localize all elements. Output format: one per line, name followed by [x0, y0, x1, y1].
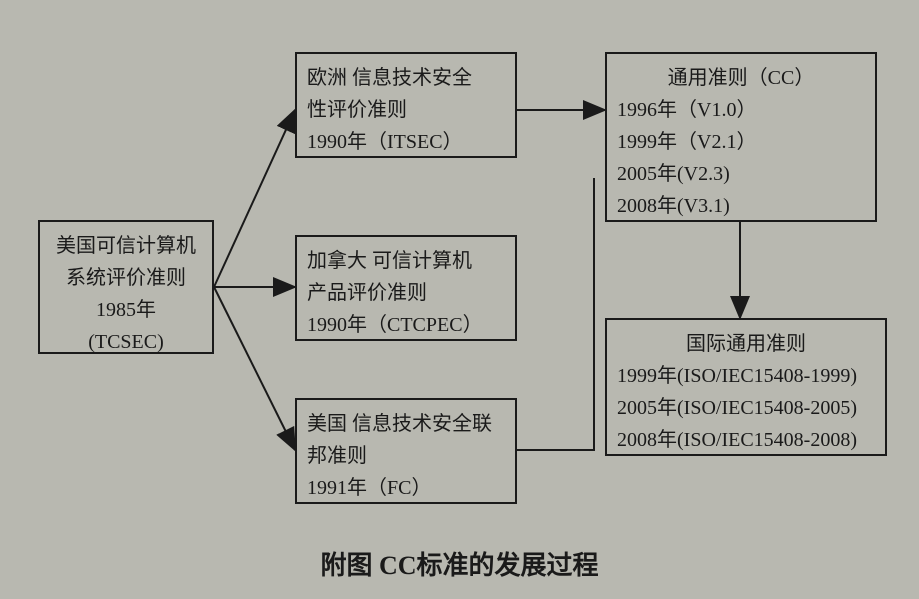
node-cc-line: 1996年（V1.0）: [617, 94, 865, 126]
node-itsec-line: 1990年（ITSEC）: [307, 126, 505, 158]
node-tcsec-line: (TCSEC): [50, 326, 202, 358]
node-tcsec: 美国可信计算机系统评价准则1985年(TCSEC): [38, 220, 214, 354]
node-cc-line: 2008年(V3.1): [617, 190, 865, 222]
node-fc: 美国 信息技术安全联邦准则1991年（FC）: [295, 398, 517, 504]
node-fc-line: 1991年（FC）: [307, 472, 505, 504]
node-cc: 通用准则（CC）1996年（V1.0）1999年（V2.1）2005年(V2.3…: [605, 52, 877, 222]
node-itsec: 欧洲 信息技术安全性评价准则1990年（ITSEC）: [295, 52, 517, 158]
node-ctcpec-line: 加拿大 可信计算机: [307, 245, 505, 277]
node-tcsec-line: 美国可信计算机: [50, 230, 202, 262]
node-tcsec-line: 1985年: [50, 294, 202, 326]
node-tcsec-line: 系统评价准则: [50, 262, 202, 294]
node-cc-line: 2005年(V2.3): [617, 158, 865, 190]
node-ctcpec-line: 1990年（CTCPEC）: [307, 309, 505, 341]
node-iso-line: 国际通用准则: [617, 328, 875, 360]
edge-4: [517, 178, 594, 450]
edge-0: [214, 110, 295, 287]
node-cc-line: 1999年（V2.1）: [617, 126, 865, 158]
node-fc-line: 美国 信息技术安全联: [307, 408, 505, 440]
node-iso-line: 2008年(ISO/IEC15408-2008): [617, 424, 875, 456]
node-iso-line: 2005年(ISO/IEC15408-2005): [617, 392, 875, 424]
node-fc-line: 邦准则: [307, 440, 505, 472]
node-iso-line: 1999年(ISO/IEC15408-1999): [617, 360, 875, 392]
node-itsec-line: 性评价准则: [307, 94, 505, 126]
edge-2: [214, 287, 295, 450]
node-itsec-line: 欧洲 信息技术安全: [307, 62, 505, 94]
node-iso: 国际通用准则1999年(ISO/IEC15408-1999)2005年(ISO/…: [605, 318, 887, 456]
node-ctcpec: 加拿大 可信计算机产品评价准则1990年（CTCPEC）: [295, 235, 517, 341]
node-cc-line: 通用准则（CC）: [617, 62, 865, 94]
node-ctcpec-line: 产品评价准则: [307, 277, 505, 309]
figure-caption: 附图 CC标准的发展过程: [0, 545, 919, 582]
